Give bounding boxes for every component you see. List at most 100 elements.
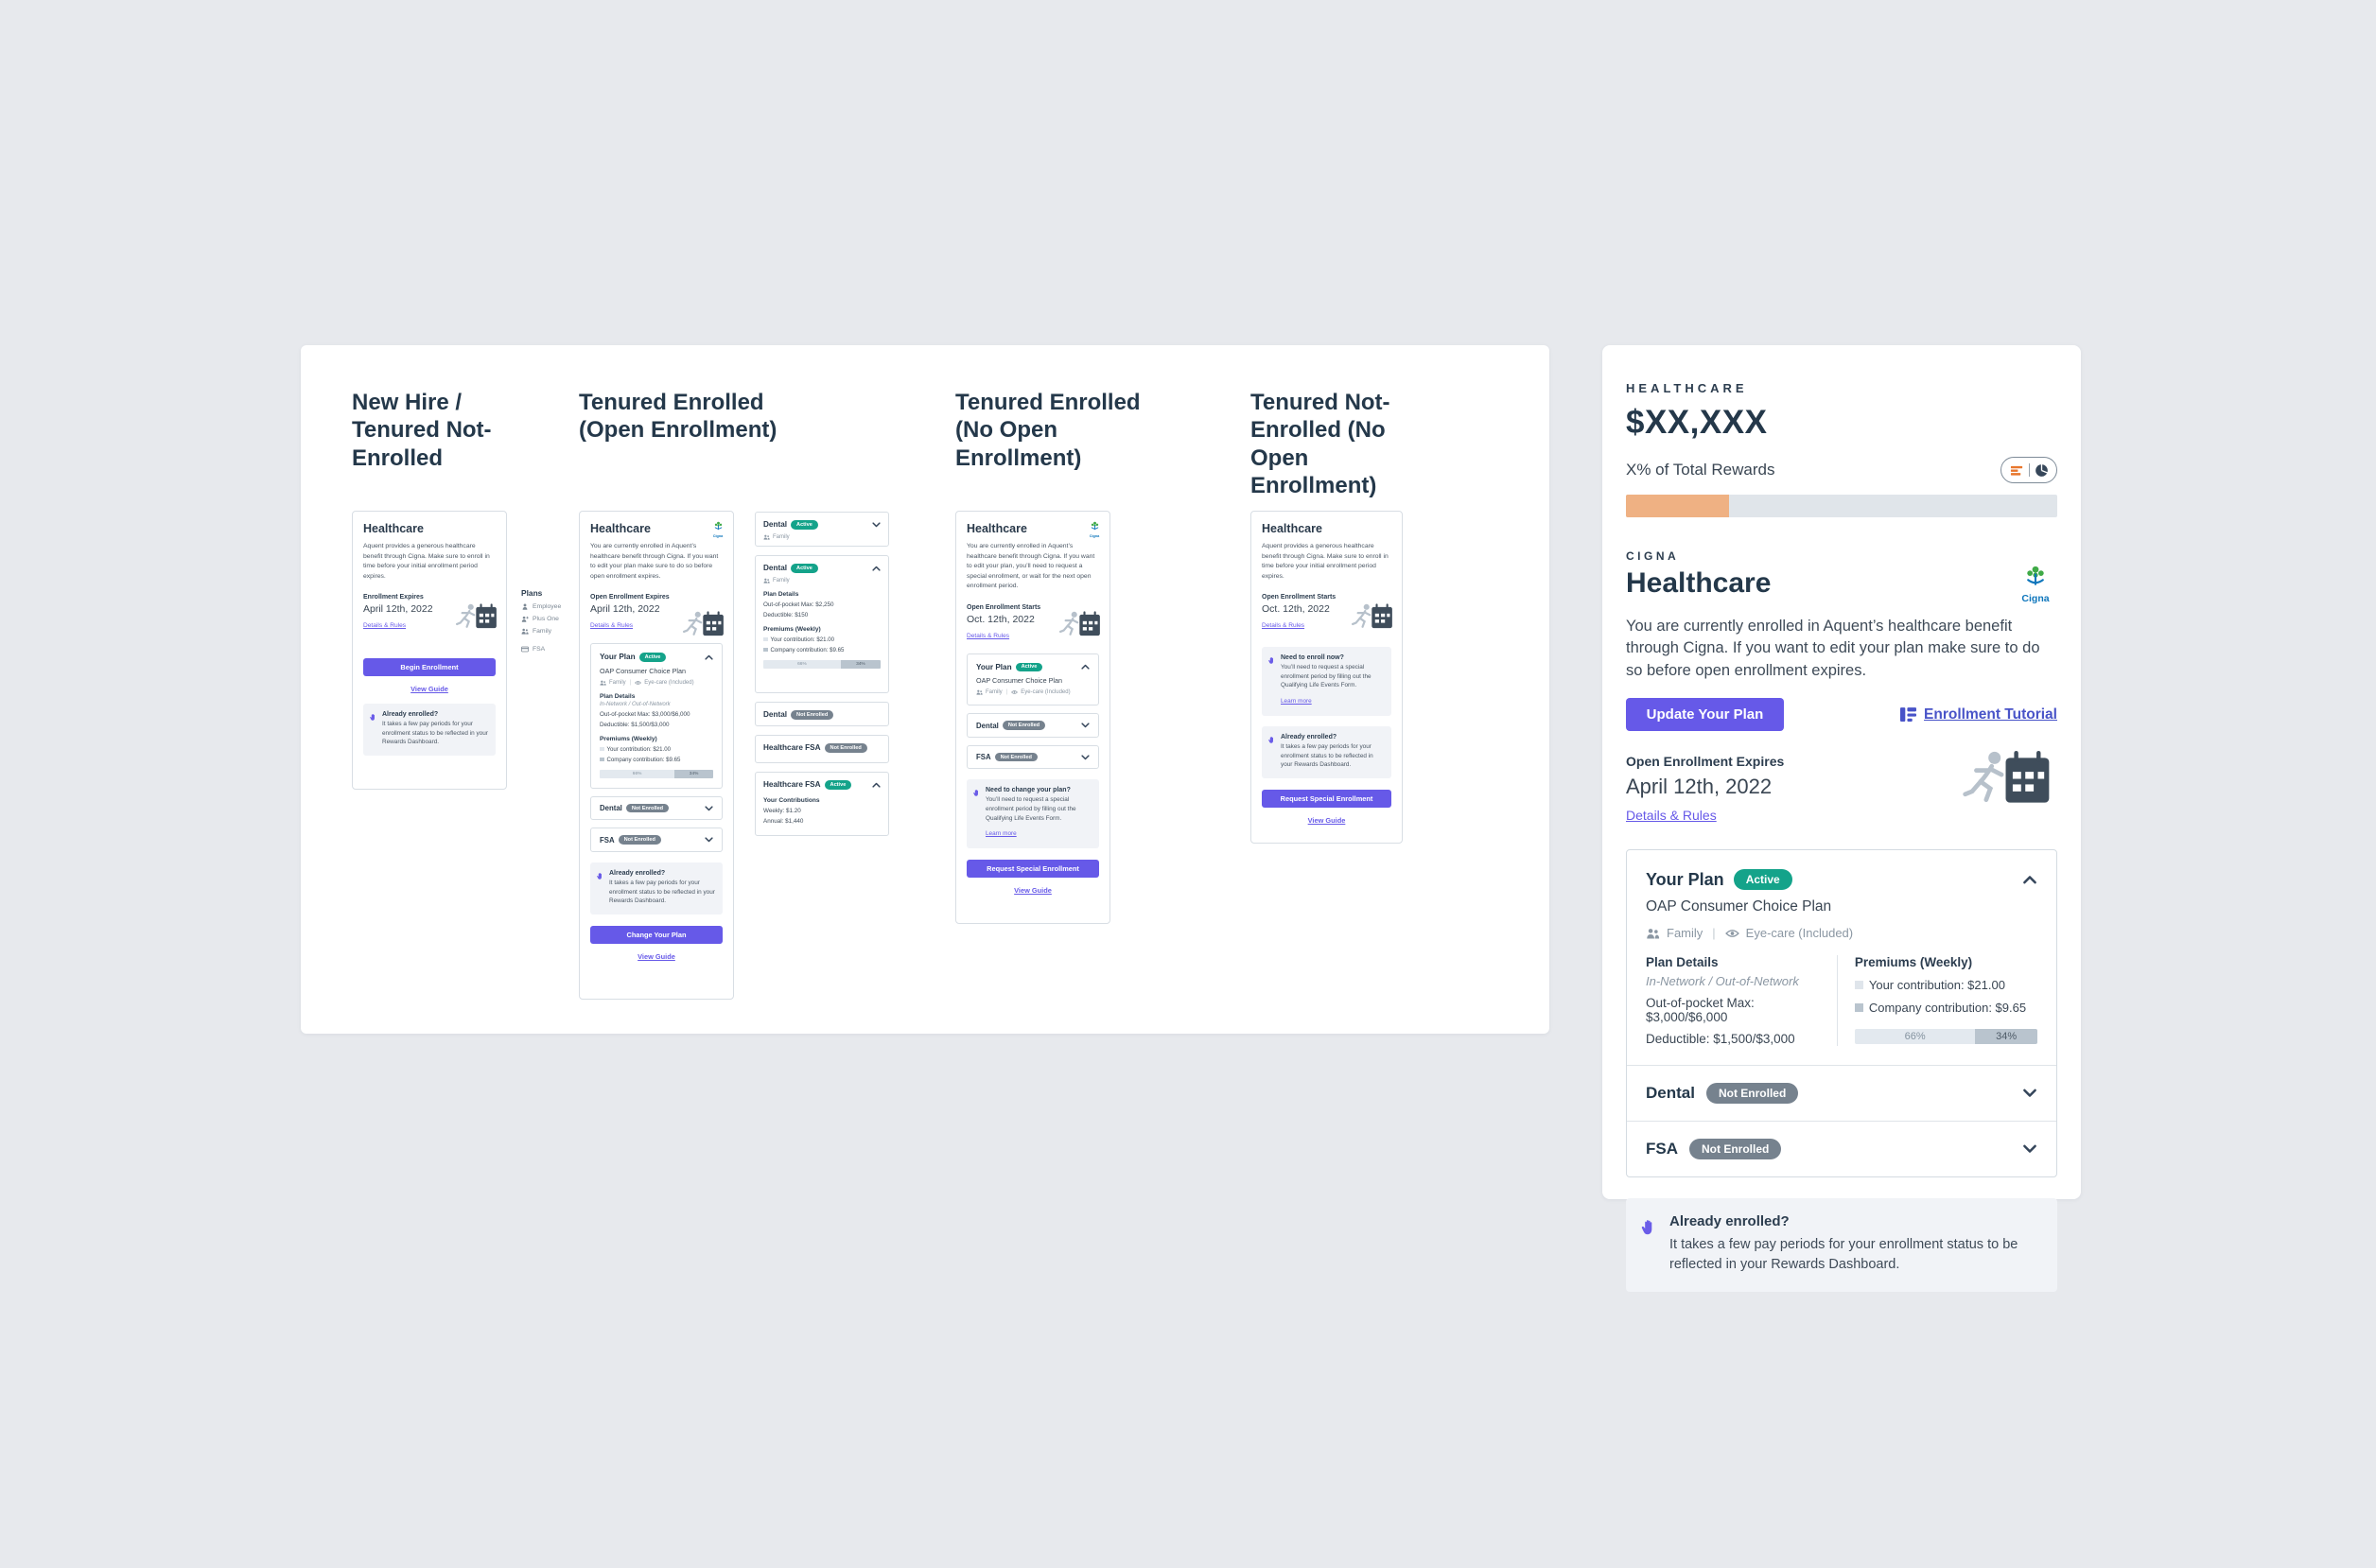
fsa-label: FSA [1646, 1140, 1678, 1159]
reward-amount: $XX,XXX [1626, 404, 1768, 441]
begin-enrollment-button[interactable]: Begin Enrollment [363, 658, 496, 677]
dental-row[interactable]: Dental Not Enrolled [1627, 1065, 2056, 1121]
update-your-plan-button[interactable]: Update Your Plan [1626, 698, 1784, 732]
chevron-down-icon[interactable] [872, 522, 881, 528]
your-plan-label: Your Plan [600, 653, 636, 662]
your-plan-label: Your Plan [976, 662, 1012, 671]
healthcare-fsa-card-active[interactable]: Healthcare FSA Active Your Contributions… [755, 772, 889, 836]
chevron-down-icon[interactable] [2022, 1144, 2037, 1154]
chevron-down-icon[interactable] [2022, 1089, 2037, 1098]
request-special-enrollment-button[interactable]: Request Special Enrollment [1262, 789, 1391, 808]
person-plus-icon [521, 616, 529, 622]
note-title: Already enrolled? [609, 869, 666, 877]
your-contribution-legend: Your contribution: $21.00 [600, 746, 713, 753]
divider: | [1712, 926, 1716, 941]
dental-card-expanded[interactable]: Dental Active Family Plan Details Out-of… [755, 555, 889, 693]
enrollment-tutorial-link[interactable]: Enrollment Tutorial [1900, 706, 2057, 723]
fsa-label: FSA [600, 835, 615, 845]
not-enrolled-badge: Not Enrolled [791, 710, 834, 720]
pie-chart-icon[interactable] [2035, 463, 2049, 478]
annual-contribution: Annual: $1,440 [763, 817, 804, 825]
split-company-share: 34% [840, 659, 881, 669]
tag-eyecare: Eye-care (Included) [644, 679, 694, 686]
dental-card-collapsed[interactable]: Dental Active Family [755, 512, 889, 547]
your-plan-section[interactable]: Your Plan Active OAP Consumer Choice Pla… [1627, 850, 2056, 1065]
your-plan-box[interactable]: Your Plan Active OAP Consumer Choice Pla… [967, 653, 1099, 706]
your-plan-label: Your Plan [1646, 869, 1724, 889]
legend-swatch [763, 636, 768, 642]
fsa-label: Healthcare FSA [763, 780, 821, 790]
cigna-logo: Cigna [1087, 520, 1102, 539]
person-icon [521, 603, 529, 610]
details-rules-link[interactable]: Details & Rules [1262, 622, 1305, 630]
chevron-up-icon[interactable] [2022, 875, 2037, 884]
details-rules-link[interactable]: Details & Rules [590, 622, 634, 630]
dental-row[interactable]: Dental Not Enrolled [590, 795, 723, 821]
view-guide-link[interactable]: View Guide [411, 685, 448, 694]
chevron-down-icon[interactable] [705, 806, 713, 811]
healthcare-fsa-card-not-enrolled[interactable]: Healthcare FSA Not Enrolled [755, 735, 889, 763]
dental-label: Dental [600, 804, 622, 813]
cigna-tree-icon [2023, 565, 2048, 589]
bar-chart-icon[interactable] [2010, 464, 2024, 477]
calendar-deadline-icon [683, 610, 725, 640]
deductible: Deductible: $1,500/$3,000 [600, 721, 670, 728]
chevron-up-icon[interactable] [1081, 664, 1090, 670]
divider [2028, 463, 2030, 477]
divider: | [1005, 689, 1008, 696]
view-guide-link[interactable]: View Guide [638, 951, 675, 961]
company-contribution-legend: Company contribution: $9.65 [600, 757, 713, 763]
plan-type-plus-one: Plus One [521, 616, 561, 622]
eye-icon [1011, 689, 1018, 695]
view-guide-link[interactable]: View Guide [1014, 886, 1052, 896]
details-rules-link[interactable]: Details & Rules [1626, 808, 1717, 824]
network-label: In-Network / Out-of-Network [1646, 974, 1799, 989]
fsa-row[interactable]: FSA Not Enrolled [967, 744, 1099, 770]
date-label: Open Enrollment Expires [590, 594, 670, 601]
learn-more-link[interactable]: Learn more [1281, 697, 1312, 705]
details-rules-link[interactable]: Details & Rules [363, 622, 407, 630]
note-body: It takes a few pay periods for your enro… [609, 879, 715, 905]
chevron-up-icon[interactable] [872, 566, 881, 571]
fsa-row[interactable]: FSA Not Enrolled [590, 828, 723, 852]
fsa-card-icon [521, 646, 529, 653]
change-your-plan-button[interactable]: Change Your Plan [590, 925, 723, 944]
network-label: In-Network / Out-of-Network [600, 701, 671, 707]
dental-card-not-enrolled[interactable]: Dental Not Enrolled [755, 702, 889, 726]
chevron-down-icon[interactable] [705, 837, 713, 843]
chart-view-toggle[interactable] [2000, 457, 2057, 483]
chevron-down-icon[interactable] [1081, 723, 1090, 728]
cigna-tree-icon [713, 521, 724, 531]
chevron-up-icon[interactable] [705, 654, 713, 660]
oop-max: Out-of-pocket Max: $2,250 [763, 601, 834, 608]
your-plan-box[interactable]: Your Plan Active OAP Consumer Choice Pla… [590, 643, 723, 789]
dental-label: Dental [763, 710, 788, 720]
cigna-tree-icon [1090, 521, 1100, 531]
details-rules-link[interactable]: Details & Rules [967, 632, 1010, 639]
chevron-down-icon[interactable] [1081, 755, 1090, 760]
note-title: Already enrolled? [1281, 733, 1337, 740]
fsa-row[interactable]: FSA Not Enrolled [1627, 1121, 2056, 1176]
chevron-up-icon[interactable] [872, 782, 881, 788]
premiums-label: Premiums (Weekly) [1854, 955, 1973, 970]
calendar-deadline-icon [1963, 748, 2052, 812]
percent-of-total-rewards: X% of Total Rewards [1626, 461, 1775, 479]
plan-tags: Family [763, 534, 881, 540]
dental-row[interactable]: Dental Not Enrolled [967, 713, 1099, 738]
family-icon [1646, 928, 1660, 939]
plan-type-family: Family [521, 628, 561, 635]
date-value: April 12th, 2022 [1626, 775, 1773, 799]
card-body: You are currently enrolled in Aquent’s h… [590, 543, 719, 580]
not-enrolled-badge: Not Enrolled [625, 803, 670, 813]
deductible: Deductible: $1,500/$3,000 [1646, 1032, 1795, 1047]
plan-details-label: Plan Details [763, 590, 799, 598]
learn-more-link[interactable]: Learn more [986, 830, 1017, 838]
view-guide-link[interactable]: View Guide [1307, 815, 1346, 825]
contribution-split-bar: 66% 34% [1854, 1029, 2037, 1045]
your-contribution: Your contribution: $21.00 [1868, 978, 2005, 993]
request-special-enrollment-button[interactable]: Request Special Enrollment [967, 860, 1099, 879]
fsa-label: FSA [976, 753, 991, 762]
tag-family: Family [1667, 926, 1703, 941]
plan-details-label: Plan Details [600, 692, 636, 700]
company-contribution-legend: Company contribution: $9.65 [763, 647, 881, 653]
